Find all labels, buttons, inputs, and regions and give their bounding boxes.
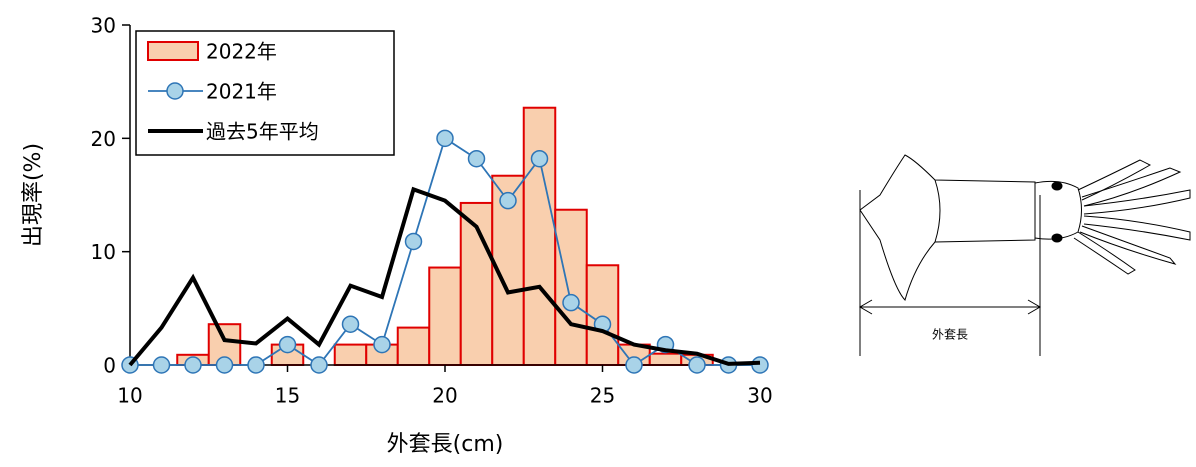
marker [217,357,233,373]
marker [185,357,201,373]
legend-marker [167,83,183,99]
legend-swatch [148,42,198,60]
legend-label: 過去5年平均 [206,120,319,144]
x-tick-label: 15 [275,384,300,408]
marker [343,316,359,332]
marker [532,151,548,167]
bar [429,268,461,365]
marker [752,357,768,373]
marker [311,357,327,373]
marker [437,130,453,146]
bar [335,345,367,365]
y-axis-title: 出現率(%) [21,143,46,247]
legend-label: 2021年 [206,80,277,104]
legend-label: 2022年 [206,40,277,64]
marker [248,357,264,373]
y-tick-label: 0 [103,354,116,378]
bar [650,354,682,365]
marker [280,337,296,353]
marker [406,233,422,249]
diagram-label: 外套長 [932,328,968,342]
squid-diagram [860,155,1190,356]
chart: 出現率(%) 外套長(cm) 外套長 010203010152025302022… [0,0,1196,463]
marker [374,337,390,353]
marker [626,357,642,373]
x-axis-title: 外套長(cm) [387,432,504,457]
marker [154,357,170,373]
marker [689,357,705,373]
marker [469,151,485,167]
marker [563,295,579,311]
x-tick-label: 20 [432,384,457,408]
marker [500,193,516,209]
bar [555,210,587,365]
x-tick-label: 10 [117,384,142,408]
x-tick-label: 25 [590,384,615,408]
bar [587,265,619,365]
bar [524,108,556,365]
x-tick-label: 30 [747,384,772,408]
y-tick-label: 30 [91,14,116,38]
y-tick-label: 20 [91,127,116,151]
y-tick-label: 10 [91,240,116,264]
bar [398,328,430,365]
